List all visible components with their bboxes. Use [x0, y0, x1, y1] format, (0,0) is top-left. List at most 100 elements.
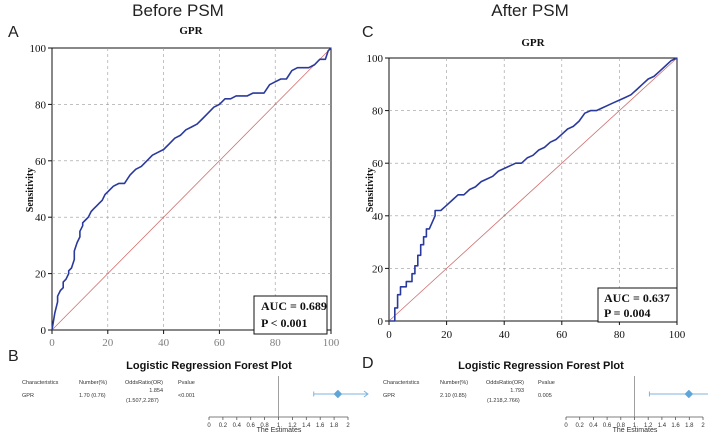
- forest-tick-label: 1.8: [685, 423, 694, 429]
- row-characteristic: GPR: [383, 393, 395, 399]
- y-tick-label: 60: [372, 158, 384, 170]
- forest-tick-label: 1: [633, 423, 637, 429]
- row-or: 1.854: [149, 388, 163, 394]
- forest-tick-label: 0: [564, 423, 568, 429]
- plot-frame: [388, 57, 678, 322]
- forest-tick-label: 0: [207, 423, 211, 429]
- y-tick-label: 80: [35, 99, 47, 111]
- y-tick-label: 40: [35, 212, 47, 224]
- forest-marks: [634, 376, 708, 417]
- col-characteristics: Characteristics: [383, 380, 420, 386]
- forest-tick-label: 1.8: [330, 423, 339, 429]
- y-tick-label: 60: [35, 156, 47, 168]
- roc-chart-after: GPR Sensitivity 0 20 40 60 80 100 0 20 40 60 80 10…: [365, 37, 686, 341]
- y-tick-label: 20: [35, 269, 47, 281]
- forest-tick-label: 0.2: [576, 423, 585, 429]
- y-ticks: 0 20 40 60 80 100: [367, 53, 389, 328]
- row-number: 1.70 (0.76): [79, 393, 106, 399]
- row-ci: (1.507,2.287): [126, 398, 159, 404]
- row-characteristic: GPR: [22, 393, 34, 399]
- row-ci: (1.218,2.766): [487, 398, 520, 404]
- forest-plot-after: Logistic Regression Forest Plot Characte…: [383, 360, 708, 434]
- roc-chart-before: GPR Sensitivity 0 20 40 60 80 100 0 20 40 60 80 10…: [25, 25, 340, 349]
- grid: [388, 57, 678, 322]
- x-tick-label: 20: [441, 329, 453, 341]
- roc-curve: [389, 57, 678, 322]
- panel-label-a: A: [8, 24, 19, 41]
- auc-box: [253, 295, 328, 335]
- x-tick-label: 60: [556, 329, 568, 341]
- grid: [51, 47, 332, 331]
- forest-tick-label: 0.2: [219, 423, 228, 429]
- forest-tick-label: 0.4: [589, 423, 598, 429]
- forest-tick-label: 1.2: [288, 423, 297, 429]
- y-axis-label: Sensitivity: [365, 168, 376, 212]
- forest-tick-label: 1.4: [302, 423, 311, 429]
- plot-frame: [51, 47, 332, 331]
- col-pvalue: Pvalue: [178, 380, 195, 386]
- x-tick-label: 20: [102, 337, 114, 349]
- x-tick-label: 0: [386, 329, 392, 341]
- series: [388, 57, 678, 322]
- p-value-text: P < 0.001: [261, 316, 308, 330]
- forest-tick-label: 1.4: [658, 423, 667, 429]
- y-tick-label: 80: [372, 106, 384, 118]
- or-marker: [333, 389, 343, 399]
- forest-tick-label: 1.6: [316, 423, 325, 429]
- forest-axis: 0 0.2 0.4 0.6 0.8 1 1.2 1.4 1.6 1.8 2: [564, 416, 705, 429]
- x-tick-label: 100: [323, 337, 340, 349]
- auc-text: AUC = 0.637: [604, 291, 670, 305]
- y-tick-label: 100: [367, 53, 384, 65]
- header-before-psm: Before PSM: [132, 1, 224, 20]
- col-or: OddsRatio(OR): [486, 380, 524, 386]
- forest-marks: [278, 376, 369, 417]
- row-number: 2.10 (0.85): [440, 393, 467, 399]
- x-tick-label: 100: [669, 329, 686, 341]
- forest-tick-label: 1: [277, 423, 281, 429]
- x-tick-label: 80: [614, 329, 626, 341]
- chart-title: GPR: [179, 25, 203, 37]
- y-tick-label: 40: [372, 211, 384, 223]
- col-pvalue: Pvalue: [538, 380, 555, 386]
- y-tick-label: 0: [378, 316, 384, 328]
- x-tick-label: 40: [158, 337, 170, 349]
- col-characteristics: Characteristics: [22, 380, 59, 386]
- chart-title: GPR: [521, 37, 545, 49]
- row-or: 1.793: [510, 388, 524, 394]
- p-value-text: P = 0.004: [604, 306, 651, 320]
- row-pvalue: 0.005: [538, 393, 552, 399]
- y-tick-label: 100: [30, 43, 47, 55]
- x-tick-label: 80: [270, 337, 282, 349]
- forest-tick-label: 1.6: [671, 423, 680, 429]
- forest-tick-label: 0.8: [260, 423, 269, 429]
- forest-tick-label: 2: [701, 423, 705, 429]
- y-ticks: 0 20 40 60 80 100: [30, 43, 52, 337]
- x-ticks: 0 20 40 60 80 100: [49, 330, 340, 349]
- forest-x-label: The Estimates: [257, 427, 302, 434]
- row-pvalue: <0.001: [178, 393, 195, 399]
- reference-line: [388, 57, 678, 322]
- forest-tick-label: 1.2: [644, 423, 653, 429]
- auc-text: AUC = 0.689: [261, 299, 327, 313]
- forest-title: Logistic Regression Forest Plot: [126, 360, 292, 372]
- reference-line: [51, 47, 332, 331]
- forest-plot-before: Logistic Regression Forest Plot Characte…: [22, 360, 369, 434]
- panel-label-d: D: [362, 355, 374, 372]
- x-tick-label: 60: [214, 337, 226, 349]
- x-tick-label: 40: [499, 329, 511, 341]
- col-number: Number(%): [440, 380, 468, 386]
- x-ticks: 0 20 40 60 80 100: [386, 321, 686, 341]
- roc-curve: [51, 47, 332, 331]
- ci-arrow-high: [363, 390, 369, 398]
- y-tick-label: 20: [372, 263, 384, 275]
- col-number: Number(%): [79, 380, 107, 386]
- y-axis-label: Sensitivity: [25, 168, 36, 212]
- y-tick-label: 0: [41, 325, 47, 337]
- col-or: OddsRatio(OR): [125, 380, 163, 386]
- forest-tick-label: 0.6: [603, 423, 612, 429]
- panel-label-b: B: [8, 348, 19, 365]
- or-marker: [684, 389, 694, 399]
- series: [51, 47, 332, 331]
- forest-x-label: The Estimates: [613, 427, 658, 434]
